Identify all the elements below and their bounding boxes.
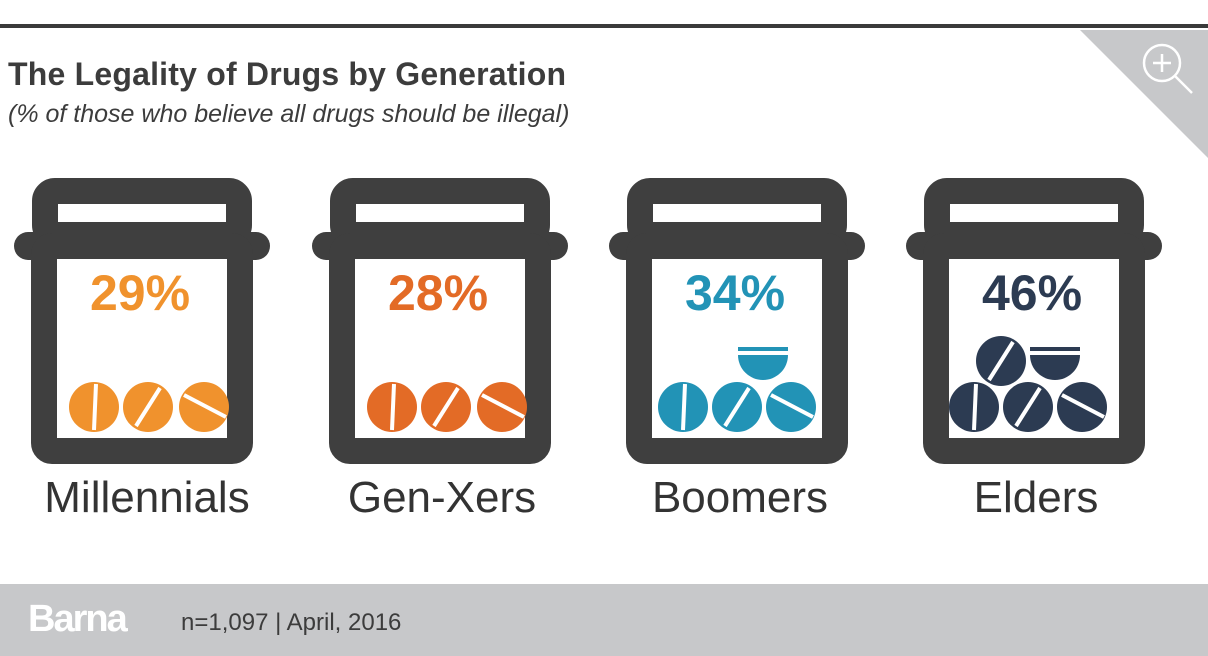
- jar-shape: [14, 178, 270, 464]
- pill-mark: [1003, 382, 1053, 432]
- category-label: Millennials: [44, 473, 250, 522]
- chart-subtitle: (% of those who believe all drugs should…: [8, 100, 570, 128]
- pill-mark: [738, 347, 788, 380]
- category-label: Boomers: [651, 473, 829, 522]
- pill-mark: [949, 382, 999, 432]
- pill-mark: [367, 382, 417, 432]
- pill-mark: [766, 382, 816, 432]
- zoom-corner[interactable]: [1080, 30, 1208, 158]
- category-label: Gen-Xers: [347, 473, 537, 522]
- pill-mark: [1030, 347, 1080, 380]
- jar-shape: [312, 178, 568, 464]
- footer: Barna n=1,097 | April, 2016: [0, 584, 1208, 656]
- pill-mark: [712, 382, 762, 432]
- pill-mark: [477, 382, 527, 432]
- pill-mark: [658, 382, 708, 432]
- pill-mark: [976, 336, 1026, 386]
- chart-title: The Legality of Drugs by Generation: [8, 56, 567, 92]
- category-label: Elders: [973, 473, 1099, 522]
- pill-jar-bar: 29%: [12, 178, 270, 468]
- pill-mark: [69, 382, 119, 432]
- pill-mark: [123, 382, 173, 432]
- data-label: 46%: [981, 265, 1083, 321]
- pill-mark: [421, 382, 471, 432]
- data-label: 34%: [684, 265, 786, 321]
- jar-shape: [609, 178, 865, 464]
- jar-shape: [906, 178, 1162, 464]
- top-rule: [0, 24, 1208, 28]
- zoom-in-icon[interactable]: [1142, 43, 1193, 94]
- pill-jar-bar: 34%: [607, 178, 865, 468]
- brand-logo: Barna: [28, 598, 128, 640]
- pill-mark: [179, 382, 229, 432]
- pill-jar-bar: 46%: [904, 178, 1162, 468]
- data-label: 28%: [387, 265, 489, 321]
- data-label: 29%: [89, 265, 191, 321]
- source-note: n=1,097 | April, 2016: [181, 609, 402, 636]
- pill-mark: [1057, 382, 1107, 432]
- pill-jar-bar: 28%: [310, 178, 568, 468]
